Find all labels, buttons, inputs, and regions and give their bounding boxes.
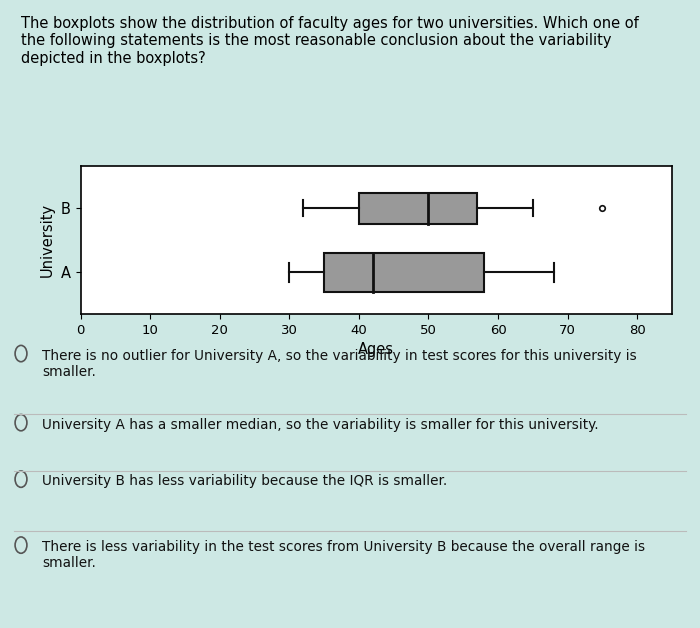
Bar — [324, 253, 484, 291]
Bar — [359, 193, 477, 224]
Text: The boxplots show the distribution of faculty ages for two universities. Which o: The boxplots show the distribution of fa… — [21, 16, 638, 65]
Text: There is no outlier for University A, so the variability in test scores for this: There is no outlier for University A, so… — [42, 349, 637, 379]
Text: University A has a smaller median, so the variability is smaller for this univer: University A has a smaller median, so th… — [42, 418, 598, 431]
Y-axis label: University: University — [40, 203, 55, 278]
X-axis label: Ages: Ages — [358, 342, 394, 357]
Text: There is less variability in the test scores from University B because the overa: There is less variability in the test sc… — [42, 540, 645, 570]
Text: University B has less variability because the IQR is smaller.: University B has less variability becaus… — [42, 474, 447, 488]
